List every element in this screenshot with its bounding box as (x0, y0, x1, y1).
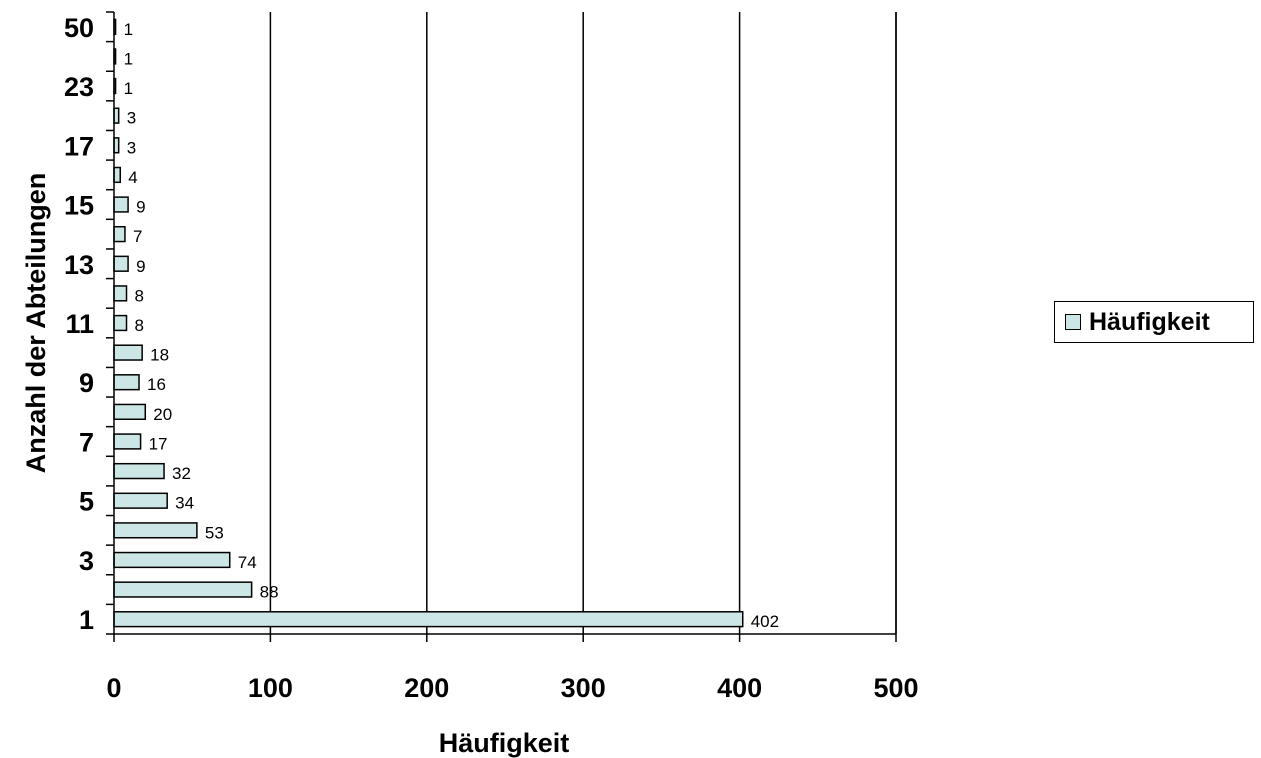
data-label-4: 53 (205, 523, 224, 542)
data-label-6: 32 (172, 464, 191, 483)
x-axis-title: Häufigkeit (439, 728, 570, 758)
bar-14 (113, 225, 126, 243)
bar-1 (113, 611, 744, 628)
data-label-5: 34 (175, 494, 194, 513)
x-tick-label-200: 200 (404, 673, 449, 703)
y-tick-label-50: 50 (64, 13, 94, 43)
x-tick-label-500: 500 (873, 673, 918, 703)
bar-11 (113, 314, 128, 332)
y-tick-label-1: 1 (79, 605, 94, 635)
x-tick-label-300: 300 (561, 673, 606, 703)
x-tick-label-0: 0 (106, 673, 121, 703)
bar-7 (113, 433, 142, 450)
bar-8 (113, 403, 147, 421)
y-tick-label-17: 17 (64, 131, 94, 161)
data-label-13: 9 (136, 257, 145, 276)
data-label-18: 3 (127, 109, 136, 128)
data-label-24: 1 (124, 49, 133, 68)
data-label-50: 1 (124, 20, 133, 39)
bar-3 (113, 551, 231, 569)
data-label-23: 1 (124, 79, 133, 98)
y-tick-label-3: 3 (79, 546, 94, 576)
bar-4 (113, 522, 198, 539)
bars (113, 18, 744, 628)
y-tick-label-23: 23 (64, 72, 94, 102)
y-axis-title: Anzahl der Abteilungen (21, 173, 51, 474)
data-label-11: 8 (135, 316, 144, 335)
bar-5 (113, 492, 168, 509)
bar-2 (113, 581, 253, 598)
legend: Häufigkeit (1054, 301, 1254, 343)
data-label-2: 88 (260, 583, 279, 602)
y-tick-label-5: 5 (79, 487, 94, 517)
y-tick-label-9: 9 (79, 368, 94, 398)
legend-label: Häufigkeit (1089, 307, 1210, 336)
x-tick-labels: 0 100 200 300 400 500 (106, 673, 918, 703)
data-label-12: 8 (135, 286, 144, 305)
x-tick-label-100: 100 (248, 673, 293, 703)
data-label-16: 4 (128, 168, 137, 187)
data-label-15: 9 (136, 198, 145, 217)
gridlines (269, 12, 897, 634)
data-label-9: 16 (147, 375, 166, 394)
y-tick-label-13: 13 (64, 250, 94, 280)
data-label-17: 3 (127, 138, 136, 157)
data-label-14: 7 (133, 227, 142, 246)
y-tick-label-15: 15 (64, 191, 94, 221)
y-tick-label-7: 7 (79, 427, 94, 457)
data-label-8: 20 (153, 405, 172, 424)
bar-16 (113, 166, 122, 184)
legend-swatch (1065, 314, 1081, 330)
bar-15 (113, 196, 129, 213)
bar-12 (113, 285, 128, 302)
axes (106, 11, 897, 642)
y-tick-label-11: 11 (65, 309, 94, 339)
data-label-10: 18 (150, 346, 169, 365)
bar-9 (113, 374, 140, 391)
data-label-3: 74 (238, 553, 257, 572)
data-label-7: 17 (149, 434, 168, 453)
data-label-1: 402 (751, 612, 779, 631)
bar-13 (113, 255, 129, 272)
x-tick-label-400: 400 (717, 673, 762, 703)
bar-10 (113, 344, 143, 361)
bar-6 (113, 462, 165, 480)
